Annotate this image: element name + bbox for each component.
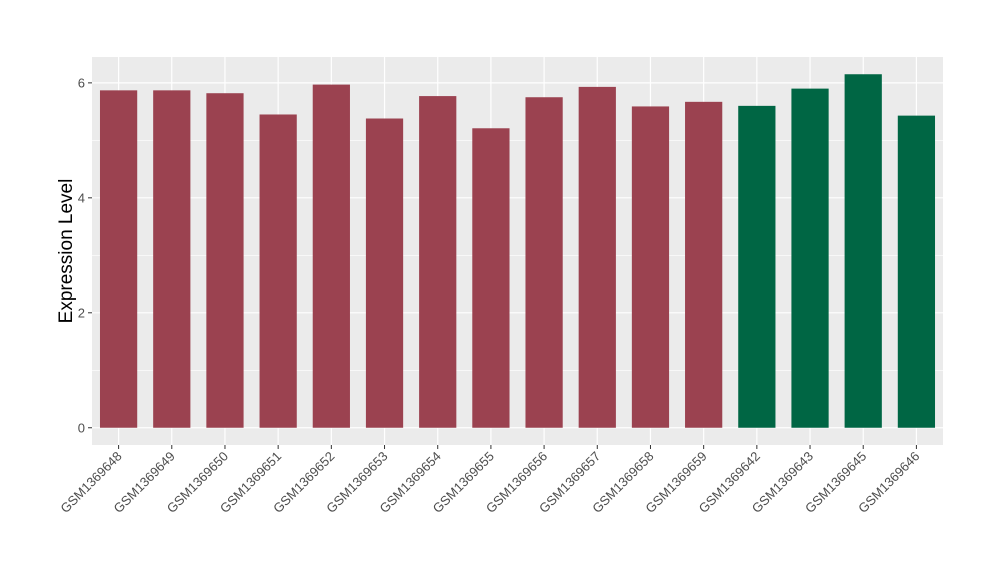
y-tick-label: 4 bbox=[78, 190, 85, 205]
y-tick-label: 2 bbox=[78, 305, 85, 320]
bar-GSM1369646 bbox=[897, 115, 936, 428]
bar-GSM1369657 bbox=[578, 86, 616, 428]
y-tick-label: 6 bbox=[78, 75, 85, 90]
bar-GSM1369648 bbox=[99, 90, 138, 428]
bar-GSM1369659 bbox=[685, 101, 723, 428]
bar-GSM1369649 bbox=[153, 90, 191, 428]
bar-GSM1369650 bbox=[206, 93, 244, 428]
bar-GSM1369655 bbox=[472, 128, 510, 428]
bar-GSM1369643 bbox=[791, 88, 829, 428]
bar-GSM1369645 bbox=[844, 74, 882, 428]
y-axis-title: Expression Level bbox=[56, 179, 77, 324]
bar-GSM1369658 bbox=[631, 106, 670, 428]
x-axis: GSM1369648GSM1369649GSM1369650GSM1369651… bbox=[57, 445, 923, 516]
bar-GSM1369651 bbox=[259, 114, 297, 428]
bar-GSM1369654 bbox=[419, 96, 457, 428]
y-axis: 0 2 4 6 bbox=[78, 75, 92, 435]
bars bbox=[99, 74, 936, 428]
bar-GSM1369642 bbox=[738, 105, 776, 428]
bar-GSM1369653 bbox=[365, 118, 404, 428]
bar-GSM1369652 bbox=[312, 84, 350, 428]
y-tick-label: 0 bbox=[78, 420, 85, 435]
bar-GSM1369656 bbox=[525, 97, 563, 428]
